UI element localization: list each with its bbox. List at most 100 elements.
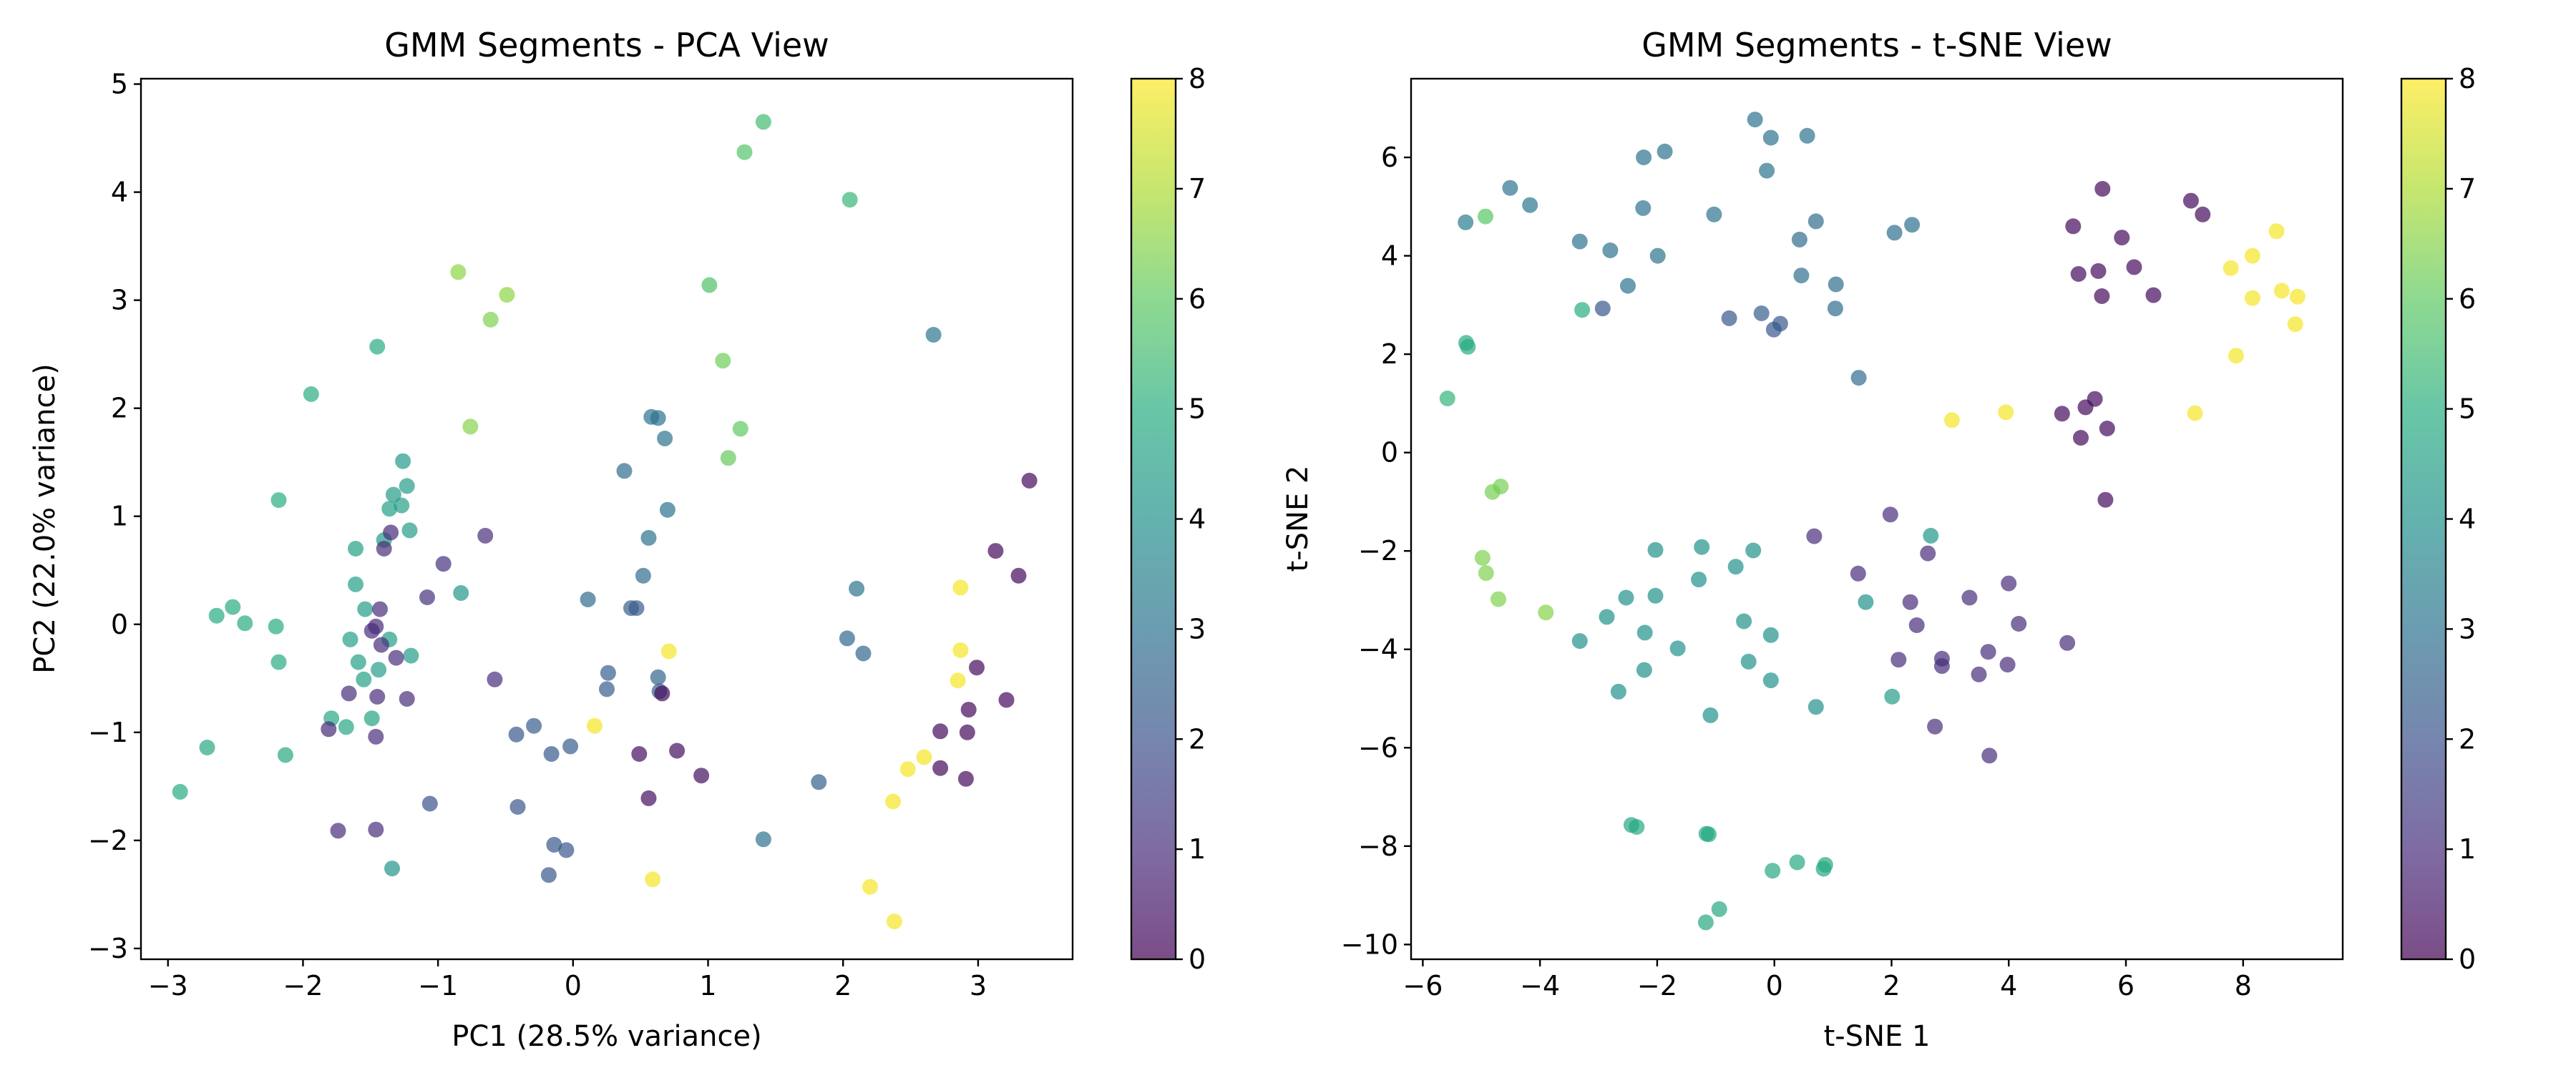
pca-data-point [237,615,253,632]
tsne-data-point [1858,594,1874,610]
tsne-colorbar-ticks: 0 1 2 3 4 5 6 7 8 [2446,63,2476,975]
pca-data-point [659,501,675,518]
pca-x-tick-label: −3 [148,970,188,1001]
tsne-x-tick-label: 0 [1766,970,1783,1001]
pca-data-point [225,599,241,615]
pca-data-point [369,689,386,705]
tsne-data-point [1571,233,1588,250]
tsne-data-point [1522,197,1538,213]
tsne-colorbar-tick-label: 1 [2459,833,2476,865]
tsne-data-point [1647,542,1664,558]
pca-y-tick-label: 1 [111,501,128,532]
pca-data-point [350,654,366,670]
pca-data-point [303,386,319,402]
pca-data-point [987,543,1004,559]
tsne-plot-frame [1410,77,2344,961]
pca-data-point [960,702,977,718]
tsne-colorbar-tick-label: 8 [2459,63,2476,94]
pca-data-point [356,671,372,687]
pca-data-point [384,861,400,877]
tsne-data-point [1478,208,1493,225]
tsne-data-point [1971,666,1987,682]
pca-data-point [487,671,503,687]
tsne-data-point [2077,399,2094,416]
pca-data-point [650,669,666,685]
tsne-data-point [2126,259,2142,275]
pca-data-point [526,717,542,734]
pca-data-point [372,601,388,617]
pca-data-point [849,580,865,597]
tsne-data-point [1762,627,1779,643]
tsne-data-point [1762,672,1779,689]
pca-x-tick-label: 0 [565,970,582,1001]
pca-data-point [693,768,710,784]
tsne-data-point [2073,430,2089,446]
pca-data-point [357,601,374,617]
tsne-data-point [2287,316,2303,333]
tsne-data-point [1902,594,1918,610]
pca-data-point [342,631,358,647]
pca-data-point [657,431,673,446]
pca-data-point [348,576,364,592]
tsne-data-point [1745,542,1762,559]
tsne-data-point [1815,861,1832,877]
tsne-data-point [2094,181,2111,197]
tsne-y-tick-label: 6 [1381,142,1398,173]
tsne-data-point [2228,348,2244,364]
tsne-data-point [1493,479,1509,495]
pca-colorbar-tick-label: 1 [1189,833,1206,865]
tsne-x-tick-label: −4 [1520,970,1560,1001]
tsne-data-point [1920,545,1936,562]
tsne-x-tick-label: −6 [1402,970,1443,1001]
pca-data-point [477,527,494,544]
pca-data-point [540,867,557,883]
tsne-y-tick-label: 4 [1381,240,1398,272]
tsne-data-point [1736,613,1752,629]
tsne-data-point [1657,143,1673,160]
tsne-data-point [1602,242,1619,258]
tsne-y-tick-label: −2 [1358,535,1398,567]
pca-chart-title: GMM Segments - PCA View [384,26,829,64]
pca-data-point [660,643,677,660]
tsne-data-point [1702,707,1719,723]
pca-data-point [453,585,469,601]
pca-x-tick-label: 2 [834,970,852,1001]
pca-data-point [509,799,526,815]
tsne-x-tick-label: 4 [2000,970,2017,1001]
tsne-data-point [2011,616,2027,632]
tsne-data-point [1636,662,1652,678]
tsne-data-point [1981,748,1998,764]
tsne-data-point [1691,572,1707,588]
pca-colorbar-tick-label: 4 [1189,504,1206,535]
pca-colorbar-tick-label: 5 [1189,393,1206,425]
tsne-data-point [1647,587,1664,604]
tsne-data-point [1886,225,1903,241]
pca-data-point [508,726,525,743]
pca-data-point [562,738,579,755]
tsne-data-point [1574,302,1591,318]
pca-data-point [277,747,293,763]
tsne-data-point [2268,223,2285,240]
pca-data-point [839,630,855,647]
pca-data-point [755,114,771,130]
pca-data-point [399,478,415,494]
tsne-colorbar-tick-label: 2 [2459,723,2476,755]
pca-data-point [321,721,337,738]
tsne-data-point [1706,206,1722,222]
pca-data-point [558,842,575,858]
tsne-data-point [1850,370,1867,386]
pca-data-point [950,672,966,689]
pca-colorbar-tick-label: 2 [1189,723,1206,755]
pca-data-point [270,492,287,509]
tsne-data-point [2182,192,2199,209]
tsne-data-point [1762,129,1779,146]
pca-data-point [587,717,602,734]
pca-x-tick-label: −1 [418,970,458,1001]
tsne-data-point [2244,248,2260,264]
tsne-data-point [1759,162,1775,179]
tsne-data-point [1789,854,1805,871]
tsne-data-point [1807,213,1824,230]
pca-data-point [462,418,479,435]
tsne-data-point [2187,405,2203,421]
pca-data-point [394,497,410,514]
